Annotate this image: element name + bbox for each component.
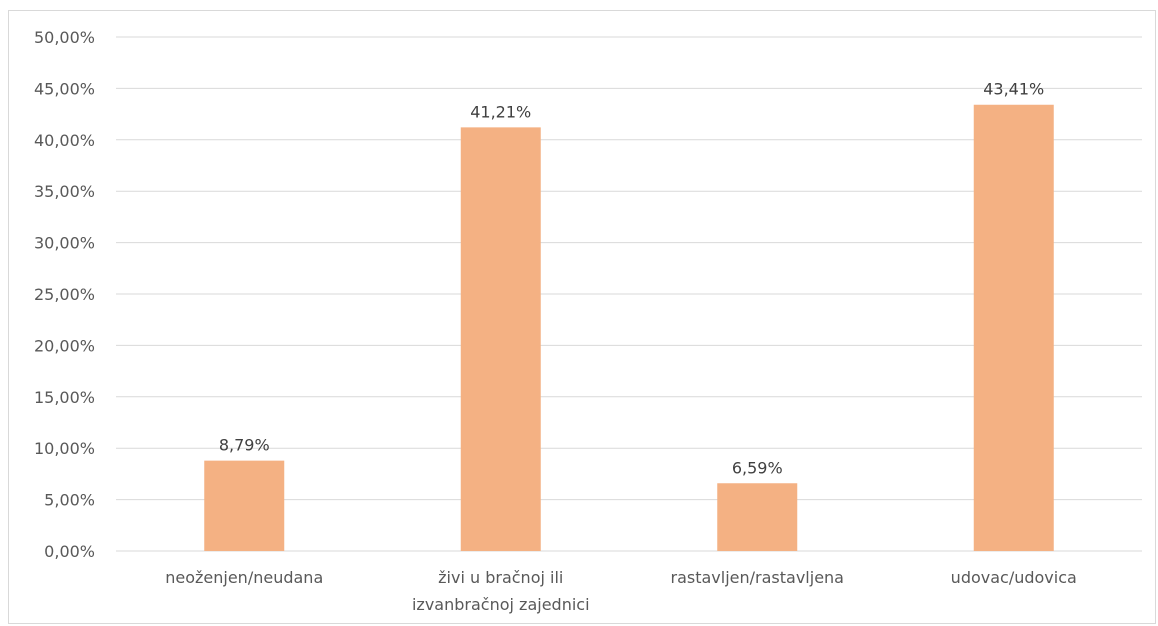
- y-tick-label: 40,00%: [34, 131, 95, 150]
- y-tick-label: 10,00%: [34, 439, 95, 458]
- category-label: rastavljen/rastavljena: [671, 568, 844, 587]
- data-label: 8,79%: [219, 436, 270, 455]
- category-label: udovac/udovica: [951, 568, 1077, 587]
- y-tick-label: 35,00%: [34, 182, 95, 201]
- category-label: neoženjen/neudana: [165, 568, 323, 587]
- chart-frame: [8, 10, 1156, 624]
- data-label: 6,59%: [732, 458, 783, 477]
- data-label: 43,41%: [983, 80, 1044, 99]
- y-tick-label: 15,00%: [34, 388, 95, 407]
- category-label: živi u bračnoj ili: [438, 568, 563, 587]
- bar: [717, 483, 798, 551]
- y-tick-label: 30,00%: [34, 234, 95, 253]
- bar: [973, 104, 1054, 551]
- y-tick-label: 0,00%: [44, 542, 95, 561]
- y-tick-label: 50,00%: [34, 28, 95, 47]
- y-tick-label: 20,00%: [34, 336, 95, 355]
- data-label: 41,21%: [470, 102, 531, 121]
- y-tick-label: 5,00%: [44, 491, 95, 510]
- y-tick-label: 45,00%: [34, 79, 95, 98]
- bar: [204, 460, 285, 551]
- y-tick-label: 25,00%: [34, 285, 95, 304]
- bar: [460, 127, 541, 551]
- category-label: izvanbračnoj zajednici: [412, 595, 590, 614]
